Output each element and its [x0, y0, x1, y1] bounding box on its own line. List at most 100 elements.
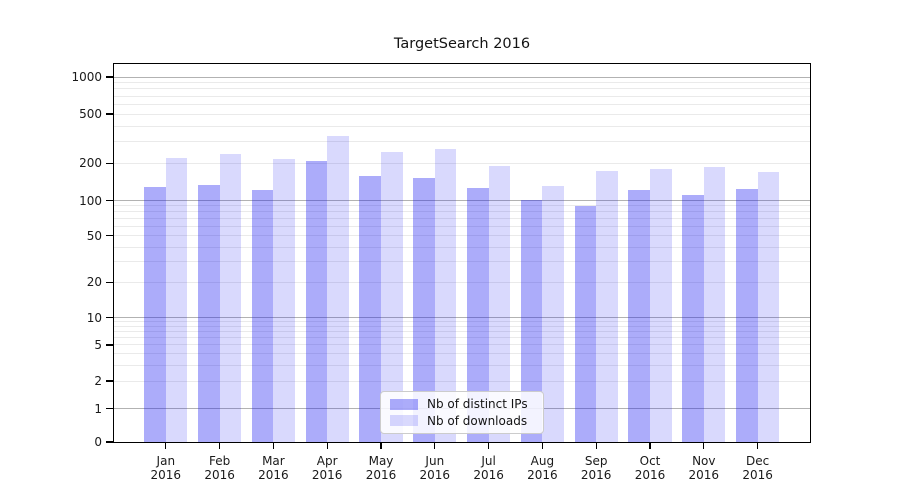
y-tick-label: 50 [86, 228, 102, 243]
x-tick-label-month: Jun [425, 454, 445, 468]
x-tick [756, 443, 759, 449]
y-tick [106, 113, 113, 115]
bar-distinct-ips [359, 175, 381, 442]
y-tick-label: 5 [94, 337, 102, 352]
minor-gridline [114, 344, 810, 346]
bar-downloads [219, 153, 242, 442]
minor-gridline [114, 88, 810, 90]
x-tick-label-year: 2016 [150, 468, 182, 482]
bar-distinct-ips [305, 160, 328, 442]
x-tick-label-month: May [368, 454, 394, 468]
x-tick-label-year: 2016 [204, 468, 235, 482]
x-tick-label-month: Aug [530, 454, 555, 468]
x-tick-label-year: 2016 [419, 468, 451, 482]
left-spine [113, 63, 115, 443]
x-tick [165, 443, 167, 449]
minor-gridline [114, 82, 810, 84]
minor-gridline [114, 321, 810, 323]
bar-distinct-ips [520, 199, 543, 442]
minor-gridline [114, 141, 810, 143]
legend-label: Nb of downloads [427, 413, 528, 428]
y-tick [106, 407, 113, 410]
x-tick-label-month: Jan [156, 454, 176, 468]
minor-gridline [114, 235, 810, 237]
bar-distinct-ips [198, 185, 220, 442]
x-tick-label-year: 2016 [365, 468, 397, 482]
y-tick-label: 1 [94, 401, 102, 416]
right-spine [810, 63, 812, 443]
legend-swatch-distinct-ips [390, 398, 418, 410]
x-tick-label-month: Sep [584, 454, 608, 468]
legend-swatch-downloads [390, 415, 418, 427]
x-tick [649, 443, 651, 449]
bar-distinct-ips [144, 186, 166, 442]
minor-gridline [114, 261, 810, 263]
minor-gridline [114, 211, 810, 213]
bar-distinct-ips [682, 195, 704, 442]
x-tick [326, 443, 328, 449]
y-tick-label: 100 [79, 193, 102, 208]
y-tick [106, 344, 113, 346]
bar-downloads [165, 158, 188, 442]
minor-gridline [114, 325, 810, 327]
x-tick-label-month: Mar [262, 454, 285, 468]
bar-distinct-ips [413, 178, 435, 442]
minor-gridline [114, 95, 810, 97]
x-tick-label-year: 2016 [527, 468, 558, 482]
legend-label: Nb of distinct IPs [427, 397, 528, 412]
legend-entry: Nb of distinct IPs [390, 397, 534, 411]
x-tick-label-month: Feb [208, 454, 231, 468]
y-tick [106, 235, 113, 237]
bar-downloads [596, 171, 618, 442]
x-tick [434, 443, 436, 449]
y-tick-label: 20 [86, 275, 102, 290]
legend: Nb of distinct IPs Nb of downloads [380, 391, 544, 434]
bar-downloads [650, 168, 672, 442]
bar-downloads [703, 167, 726, 442]
x-tick [218, 443, 221, 449]
minor-gridline [114, 353, 810, 355]
major-gridline [114, 200, 810, 201]
bar-downloads [273, 159, 295, 442]
legend-entry: Nb of downloads [390, 414, 534, 428]
y-tick-label: 1000 [71, 70, 102, 84]
minor-gridline [114, 281, 810, 283]
minor-gridline [114, 225, 810, 227]
bar-downloads [434, 148, 457, 442]
top-spine [113, 63, 811, 65]
bar-distinct-ips [251, 190, 274, 442]
minor-gridline [114, 337, 810, 339]
x-tick [595, 443, 597, 449]
y-tick-label: 10 [86, 310, 102, 325]
bottom-spine [113, 442, 811, 444]
minor-gridline [114, 113, 810, 115]
x-tick-label-month: Oct [639, 454, 661, 468]
x-tick [487, 443, 490, 449]
x-tick-label-year: 2016 [742, 468, 773, 482]
y-tick-label: 500 [79, 107, 102, 122]
x-tick-label-month: Nov [692, 454, 716, 468]
x-tick [272, 443, 275, 449]
bar-downloads [542, 186, 564, 442]
x-tick-label-year: 2016 [634, 468, 666, 482]
major-gridline [114, 317, 810, 318]
minor-gridline [114, 364, 810, 366]
bar-downloads [488, 166, 511, 442]
y-tick-label: 200 [79, 156, 102, 171]
x-tick-label-month: Dec [745, 454, 770, 468]
x-tick-label-year: 2016 [258, 468, 289, 482]
x-tick [380, 443, 382, 449]
bar-downloads [327, 136, 349, 442]
x-tick-label-year: 2016 [311, 468, 343, 482]
bar-distinct-ips [736, 188, 758, 442]
x-tick-label-year: 2016 [580, 468, 612, 482]
x-tick-label-month: Apr [316, 454, 338, 468]
x-tick-label-year: 2016 [473, 468, 504, 482]
bar-downloads [757, 172, 780, 442]
minor-gridline [114, 331, 810, 333]
x-tick [703, 443, 705, 449]
y-tick [106, 162, 113, 164]
minor-gridline [114, 162, 810, 164]
bar-distinct-ips [467, 187, 489, 442]
x-tick-label-month: Jul [481, 454, 496, 468]
